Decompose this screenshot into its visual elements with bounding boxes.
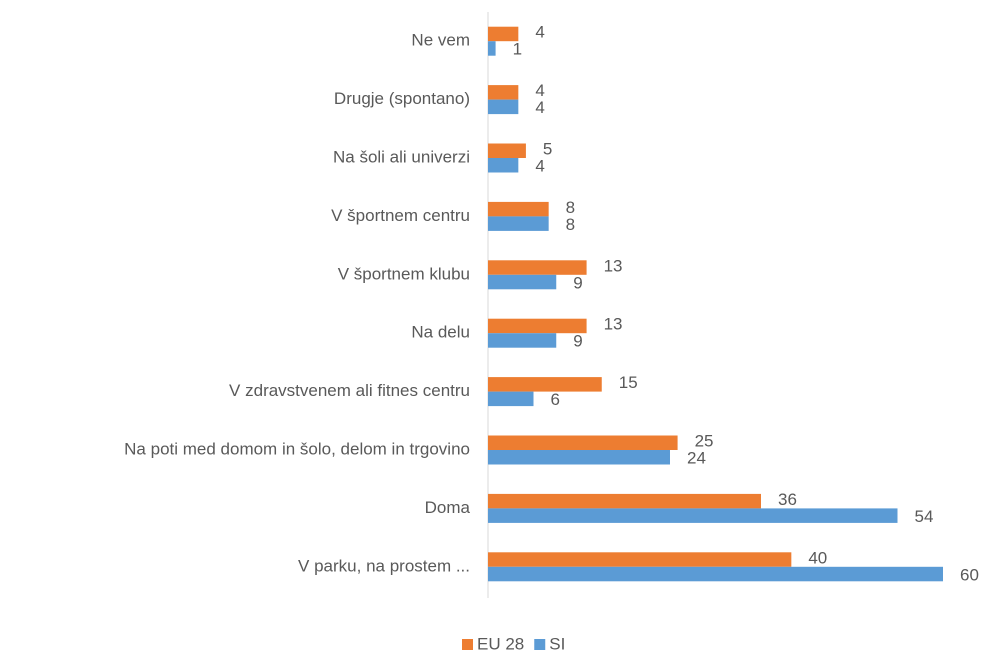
value-label: 4 — [535, 81, 544, 100]
bar — [488, 85, 519, 100]
value-label: 25 — [695, 431, 714, 450]
bar — [488, 260, 587, 275]
bar — [488, 391, 534, 407]
category-label: V parku, na prostem ... — [298, 556, 470, 575]
bar — [488, 377, 602, 392]
legend-label: SI — [549, 634, 565, 653]
legend-swatch — [534, 639, 546, 650]
bar — [488, 333, 557, 348]
bar — [488, 552, 792, 567]
bar — [488, 201, 549, 217]
value-label: 60 — [960, 565, 979, 584]
value-label: 1 — [513, 40, 522, 59]
category-label: Na poti med domom in šolo, delom in trgo… — [124, 439, 470, 458]
bar — [488, 158, 519, 173]
value-label: 13 — [604, 256, 623, 275]
value-label: 4 — [535, 98, 544, 117]
bar — [488, 99, 519, 115]
category-label: Na šoli ali univerzi — [333, 147, 470, 166]
legend-label: EU 28 — [477, 634, 524, 653]
category-label: Drugje (spontano) — [334, 89, 470, 108]
bar — [488, 493, 761, 509]
bar — [488, 566, 943, 582]
value-label: 4 — [535, 156, 544, 175]
bar — [488, 435, 678, 450]
bar — [488, 143, 526, 158]
value-label: 8 — [566, 198, 575, 217]
category-label: V zdravstvenem ali fitnes centru — [229, 381, 470, 400]
value-label: 6 — [551, 390, 560, 409]
category-label: V športnem centru — [331, 206, 470, 225]
bar — [488, 274, 557, 290]
category-label: Ne vem — [411, 31, 470, 50]
bar — [488, 318, 587, 334]
legend-swatch — [462, 639, 473, 650]
value-label: 9 — [573, 332, 582, 351]
value-label: 24 — [687, 448, 706, 467]
bar — [488, 508, 898, 523]
value-label: 8 — [566, 215, 575, 234]
bar — [488, 26, 519, 42]
value-label: 9 — [573, 273, 582, 292]
value-label: 15 — [619, 373, 638, 392]
bar — [488, 216, 549, 231]
value-label: 13 — [604, 315, 623, 334]
value-label: 40 — [808, 548, 827, 567]
value-label: 54 — [915, 507, 934, 526]
bar — [488, 41, 496, 56]
category-label: V športnem klubu — [338, 264, 470, 283]
category-label: Doma — [425, 498, 471, 517]
value-label: 4 — [535, 23, 544, 42]
value-label: 5 — [543, 139, 552, 158]
bar — [488, 450, 670, 465]
value-label: 36 — [778, 490, 797, 509]
category-label: Na delu — [411, 323, 470, 342]
